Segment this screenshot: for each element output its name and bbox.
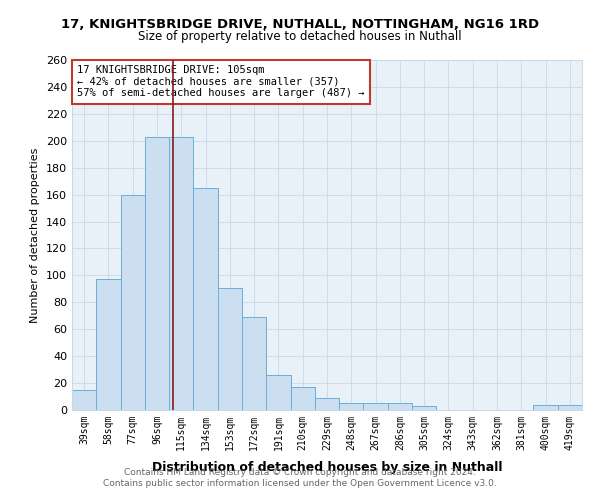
Bar: [96, 280, 121, 410]
Bar: [242, 317, 266, 410]
Text: 17, KNIGHTSBRIDGE DRIVE, NUTHALL, NOTTINGHAM, NG16 1RD: 17, KNIGHTSBRIDGE DRIVE, NUTHALL, NOTTIN…: [61, 18, 539, 30]
Bar: [169, 136, 193, 410]
Bar: [121, 194, 145, 410]
Bar: [533, 404, 558, 410]
Bar: [266, 375, 290, 410]
Text: 17 KNIGHTSBRIDGE DRIVE: 105sqm
← 42% of detached houses are smaller (357)
57% of: 17 KNIGHTSBRIDGE DRIVE: 105sqm ← 42% of …: [77, 66, 365, 98]
Bar: [193, 188, 218, 410]
Bar: [412, 406, 436, 410]
X-axis label: Distribution of detached houses by size in Nuthall: Distribution of detached houses by size …: [152, 461, 502, 474]
Bar: [290, 387, 315, 410]
Bar: [218, 288, 242, 410]
Bar: [72, 390, 96, 410]
Bar: [145, 136, 169, 410]
Bar: [558, 404, 582, 410]
Y-axis label: Number of detached properties: Number of detached properties: [31, 148, 40, 322]
Text: Size of property relative to detached houses in Nuthall: Size of property relative to detached ho…: [138, 30, 462, 43]
Bar: [364, 404, 388, 410]
Bar: [339, 404, 364, 410]
Bar: [315, 398, 339, 410]
Text: Contains HM Land Registry data © Crown copyright and database right 2024.
Contai: Contains HM Land Registry data © Crown c…: [103, 468, 497, 487]
Bar: [388, 404, 412, 410]
